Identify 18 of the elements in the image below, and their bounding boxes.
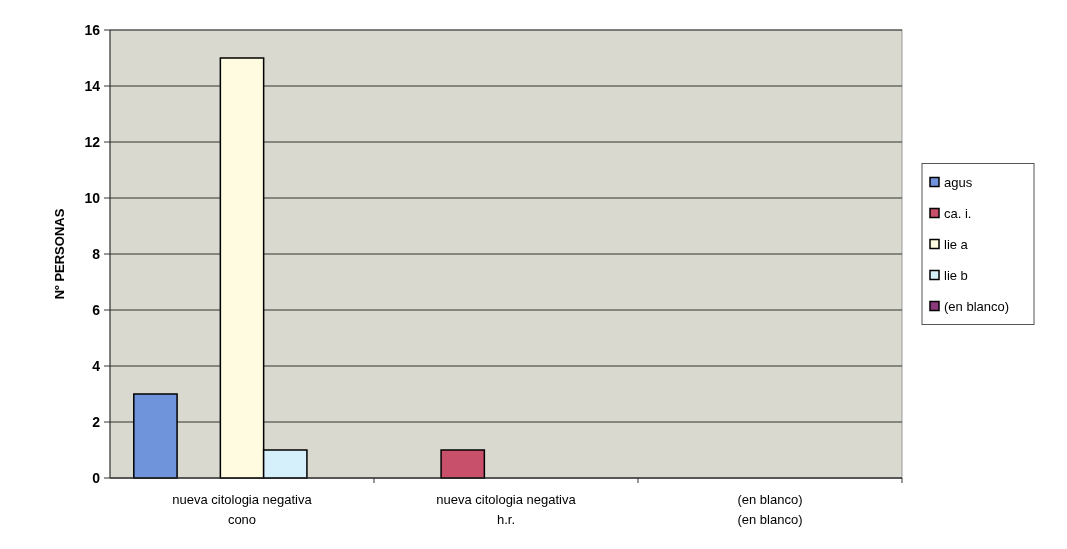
y-tick-label: 6 <box>92 301 101 318</box>
y-tick-label: 16 <box>84 21 101 38</box>
legend-label: agus <box>944 175 973 191</box>
legend-label: lie b <box>944 268 968 284</box>
legend-label: ca. i. <box>944 206 972 222</box>
x-tick-label: nueva citologia negativa cono <box>172 492 313 527</box>
y-tick-label: 8 <box>92 245 101 262</box>
x-tick-label: nueva citologia negativa h.r. <box>436 492 577 527</box>
y-tick-label: 0 <box>92 469 101 486</box>
legend-label: lie a <box>944 237 969 253</box>
y-tick-label: 2 <box>92 413 101 430</box>
y-axis-title: Nº PERSONAS <box>52 208 67 300</box>
y-tick-label: 4 <box>92 357 101 374</box>
y-tick-label: 14 <box>84 77 101 94</box>
y-tick-label: 12 <box>84 133 101 150</box>
y-tick-label: 10 <box>84 189 101 206</box>
x-tick-label: (en blanco) (en blanco) <box>737 492 803 527</box>
legend-label: (en blanco) <box>944 299 1010 315</box>
